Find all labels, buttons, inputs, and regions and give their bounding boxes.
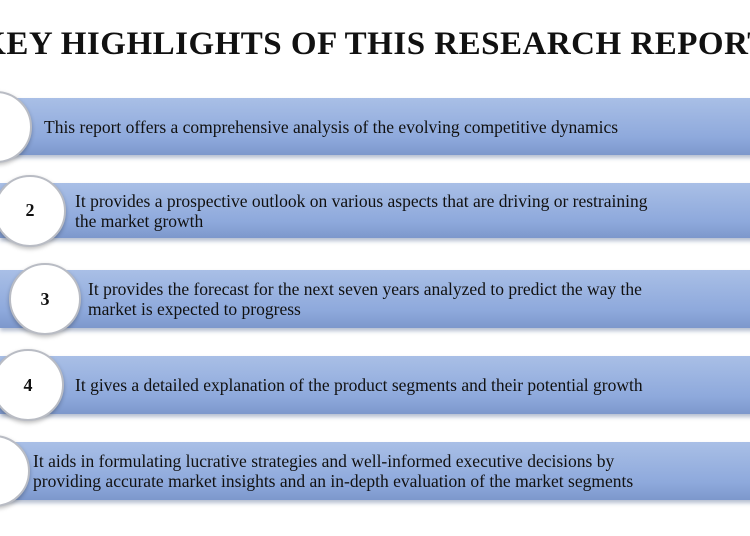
number-circle: 4 [0, 349, 64, 421]
highlight-text: It aids in formulating lucrative strateg… [33, 451, 615, 471]
highlight-text: the market growth [75, 210, 204, 231]
highlight-text: This report offers a comprehensive analy… [44, 116, 619, 137]
highlight-text: It provides the forecast for the next se… [88, 279, 642, 299]
highlight-bar [0, 98, 750, 155]
title: KEY HIGHLIGHTS OF THIS RESEARCH REPORT [0, 26, 750, 62]
highlight-bar [0, 183, 750, 238]
number-circle: 2 [0, 174, 66, 247]
highlight-text: market is expected to progress [88, 299, 301, 319]
highlight-text: It provides a prospective outlook on var… [75, 190, 648, 211]
number-circle: 3 [9, 263, 81, 335]
highlight-bar [0, 270, 750, 328]
highlight-bar [0, 442, 750, 500]
highlight-bar [0, 356, 750, 414]
highlight-text: providing accurate market insights and a… [33, 471, 634, 491]
highlight-text: It gives a detailed explanation of the p… [75, 375, 643, 395]
